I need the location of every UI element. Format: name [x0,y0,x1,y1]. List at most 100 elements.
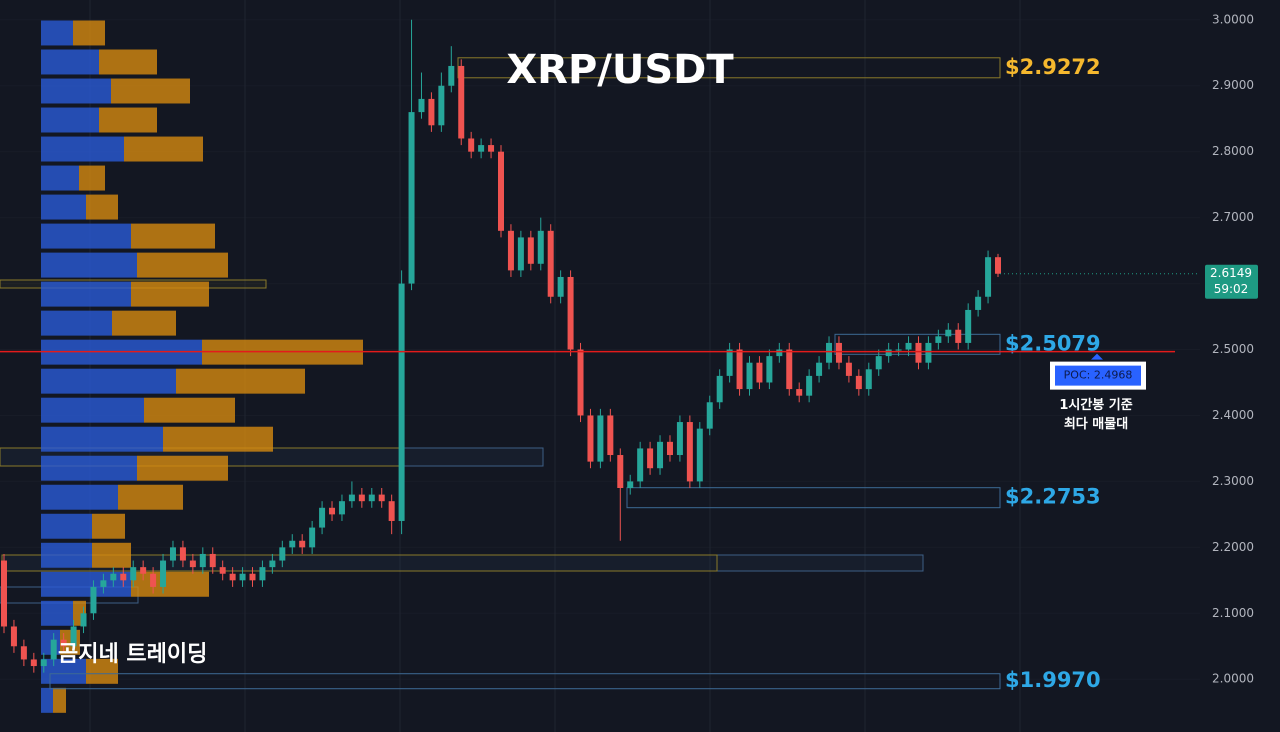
candle-body [955,329,962,343]
candle-body [448,65,455,86]
candle-body [676,422,683,456]
candle-body [90,586,97,614]
level-label: $1.9970 [1005,668,1101,692]
profile-bar [99,49,157,75]
candle-body [1,560,7,627]
level-label: $2.9272 [1005,55,1101,79]
candle-body [637,448,644,482]
candle-body [587,415,594,462]
profile-bar [118,484,183,510]
candle-body [428,98,435,126]
candle-body [885,349,892,357]
candle-body [607,415,614,456]
candle-body [716,375,723,403]
candle-body [199,553,206,568]
candle-body [806,375,813,396]
y-tick-label: 2.1000 [1212,606,1254,620]
candle-body [40,659,47,667]
profile-bar [41,455,137,481]
candle-body [995,257,1001,274]
candle-body [150,573,157,587]
candle-body [935,336,942,343]
y-tick-label: 2.9000 [1212,78,1254,92]
candle-body [756,362,763,383]
profile-bar [111,78,190,104]
candle-body [140,567,147,574]
candle-body [80,613,87,627]
profile-bar [112,310,176,336]
profile-bar [92,542,131,568]
profile-bar [41,165,79,191]
candle-body [875,356,882,370]
candle-body [855,375,862,390]
profile-bar [41,513,92,539]
profile-bar [41,687,53,713]
candle-body [577,349,584,416]
candle-body [488,145,495,152]
candle-body [50,639,57,660]
candle-body [945,329,952,337]
profile-bar [137,455,228,481]
candle-body [567,276,574,350]
level-box [49,673,1001,690]
candle-body [259,567,266,581]
profile-bar [131,571,209,597]
candle-body [557,276,564,297]
candle-body [826,342,833,363]
profile-bar [41,310,112,336]
profile-bar [41,571,131,597]
candle-body [796,389,803,396]
candle-body [527,237,534,264]
candle-body [915,342,922,363]
candle-body [895,349,902,351]
candle-body [209,553,216,568]
profile-bar [124,136,203,162]
candle-body [686,422,693,482]
profile-bar [131,223,215,249]
candle-body [816,362,823,376]
candle-body [329,507,336,515]
candle-body [309,527,316,548]
candle-body [657,441,664,469]
profile-bar [41,194,86,220]
poc-box [1055,365,1141,386]
profile-bar [41,223,131,249]
candle-body [130,567,137,581]
candle-body [10,626,17,647]
profile-bar [99,107,157,133]
candle-body [20,646,27,660]
profile-bar [41,78,111,104]
poc-note: 최다 매물대 [1064,416,1128,432]
candle-body [507,230,514,271]
candle-body [418,98,425,113]
candle-body [746,362,753,390]
profile-bar [92,513,125,539]
candle-body [398,283,405,521]
candle-body [358,494,365,502]
candle-body [647,448,654,469]
price-tag [1205,264,1258,299]
profile-bar [41,600,73,626]
candle-body [985,257,992,297]
candle-body [865,369,872,390]
candle-body [965,309,972,343]
poc-note: 1시간봉 기준 [1059,397,1132,413]
candle-body [517,237,524,271]
y-tick-label: 2.8000 [1212,144,1254,158]
candle-body [726,349,733,376]
profile-bar [86,658,118,684]
candle-body [269,560,276,568]
candle-body [348,494,355,502]
candle-body [279,547,286,561]
y-tick-label: 3.0000 [1212,12,1254,26]
profile-bar [41,426,163,452]
candle-body [905,342,912,350]
candle-body [160,560,167,587]
profile-bar [73,20,105,46]
candle-body [597,415,604,462]
zone-box [1,554,924,572]
candle-body [299,540,306,548]
candle-body [239,573,246,581]
candle-body [30,659,37,667]
